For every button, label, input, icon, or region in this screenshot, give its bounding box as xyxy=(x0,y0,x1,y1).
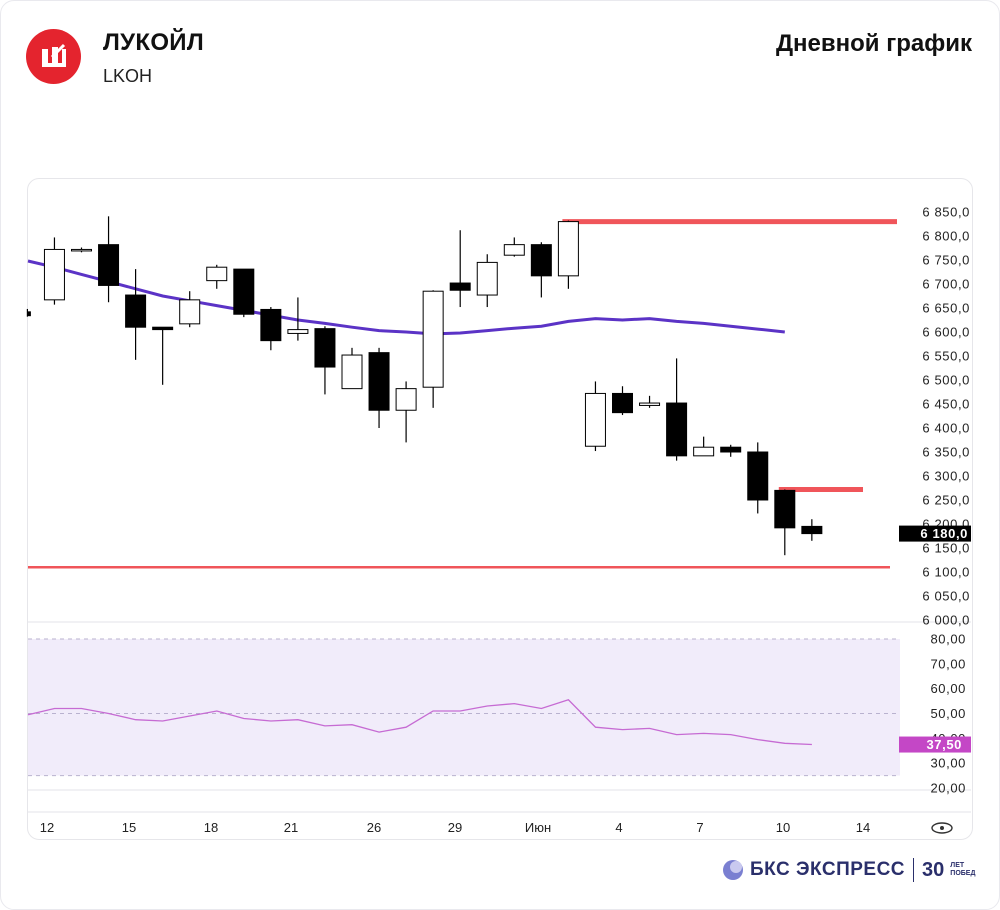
axes: 6 850,0 6 800,0 6 750,0 6 700,0 6 650,0 6 600… xyxy=(40,205,971,835)
lukoil-logo xyxy=(26,29,81,84)
price-axis-label: 6 550,0 xyxy=(922,349,970,364)
rsi-value-badge xyxy=(899,736,971,753)
rsi-axis-label: 80,00 xyxy=(930,632,966,647)
brand-years: 30 xyxy=(922,858,945,881)
candle-body xyxy=(612,392,633,414)
eye-icon[interactable] xyxy=(931,822,953,834)
time-axis-label: 29 xyxy=(448,820,462,835)
price-axis-label: 6 600,0 xyxy=(922,325,970,340)
price-axis-label: 6 250,0 xyxy=(922,493,970,508)
brand-years-sub: ЛЕТ ПОБЕД xyxy=(950,862,975,878)
candle-body xyxy=(260,308,282,342)
price-axis-label: 6 100,0 xyxy=(922,565,970,580)
rsi-axis-label: 50,00 xyxy=(930,706,966,721)
time-axis-label: 4 xyxy=(615,820,622,835)
visibility-toggle[interactable] xyxy=(931,822,953,834)
candle-body xyxy=(503,244,525,256)
candle-body xyxy=(71,248,92,252)
rsi-axis-label: 30,00 xyxy=(930,756,966,771)
eye-pupil xyxy=(940,826,944,830)
price-axis-label: 6 150,0 xyxy=(922,541,970,556)
rsi-axis-label: 60,00 xyxy=(930,681,966,696)
time-axis-label: 7 xyxy=(696,820,703,835)
brand-separator xyxy=(913,858,915,882)
candle-body xyxy=(720,446,742,453)
time-axis-label: 26 xyxy=(367,820,381,835)
price-axis-label: 6 050,0 xyxy=(922,589,970,604)
time-axis-label: 12 xyxy=(40,820,54,835)
price-axis-label: 6 300,0 xyxy=(922,469,970,484)
rsi-panel xyxy=(27,638,900,777)
price-axis-label: 6 500,0 xyxy=(922,373,970,388)
time-axis-label: 15 xyxy=(122,820,136,835)
brand-years-sub-1: ЛЕТ xyxy=(950,862,965,869)
company-name: ЛУКОЙЛ xyxy=(103,29,204,56)
candle-body xyxy=(693,446,715,457)
price-axis-label: 6 850,0 xyxy=(922,205,970,220)
time-axis-label: 18 xyxy=(204,820,218,835)
candle-body xyxy=(422,290,444,388)
chart-separators xyxy=(28,621,971,813)
candle-body xyxy=(43,248,65,301)
level-lines xyxy=(28,219,897,569)
candle-body xyxy=(287,329,309,334)
time-axis-label: 21 xyxy=(284,820,298,835)
price-axis-label: 6 400,0 xyxy=(922,421,970,436)
candle-body xyxy=(125,294,147,328)
chart-panel xyxy=(27,178,973,840)
candle-body xyxy=(341,354,363,390)
candle-body xyxy=(666,402,688,457)
rsi-line xyxy=(27,699,812,746)
candle-body xyxy=(368,352,390,411)
last-price-label: 6 180,0 xyxy=(920,526,968,541)
candle-body xyxy=(584,392,606,447)
candle-body xyxy=(314,328,336,368)
price-axis-label: 6 000,0 xyxy=(922,613,970,628)
time-axis-label: Июн xyxy=(525,820,551,835)
ticker-symbol: LKOH xyxy=(103,66,153,86)
bks-logo-icon xyxy=(723,860,743,880)
price-axis-label: 6 700,0 xyxy=(922,277,970,292)
rsi-axis-label: 20,00 xyxy=(930,781,966,796)
candles xyxy=(26,216,823,556)
price-axis-label: 6 800,0 xyxy=(922,229,970,244)
last-price-badge xyxy=(899,525,971,542)
candle-body xyxy=(557,221,579,277)
candle-body xyxy=(98,244,120,286)
brand-name: БКС ЭКСПРЕСС xyxy=(750,859,906,880)
candle-body xyxy=(801,525,823,535)
bks-brand: БКС ЭКСПРЕСС 30 ЛЕТ ПОБЕД xyxy=(722,858,975,882)
rsi-band xyxy=(28,639,900,776)
brand-years-sub-2: ПОБЕД xyxy=(950,870,976,877)
candle-body xyxy=(747,451,769,501)
candle-body xyxy=(639,402,661,406)
time-axis-label: 10 xyxy=(776,820,790,835)
candle-body xyxy=(530,244,552,277)
price-axis-label: 6 350,0 xyxy=(922,445,970,460)
chart-type-label: Дневной график xyxy=(775,30,972,57)
time-axis-label: 14 xyxy=(856,820,870,835)
rsi-axis-label: 70,00 xyxy=(930,656,966,671)
candle-body xyxy=(206,266,228,282)
rsi-value-label: 37,50 xyxy=(926,737,962,752)
candle-body xyxy=(152,326,174,331)
candle-body xyxy=(179,299,201,325)
candle-body xyxy=(774,489,796,529)
lukoil-logo-icon xyxy=(41,43,66,67)
candle-body xyxy=(449,282,471,291)
moving-average-line xyxy=(27,259,785,336)
price-axis-label: 6 450,0 xyxy=(922,397,970,412)
candle-body xyxy=(27,311,31,317)
price-axis-label: 6 750,0 xyxy=(922,253,970,268)
candle-body xyxy=(233,268,255,315)
price-axis-label: 6 650,0 xyxy=(922,301,970,316)
moving-average xyxy=(27,259,785,336)
candle-body xyxy=(476,261,498,296)
candle-body xyxy=(395,388,417,411)
